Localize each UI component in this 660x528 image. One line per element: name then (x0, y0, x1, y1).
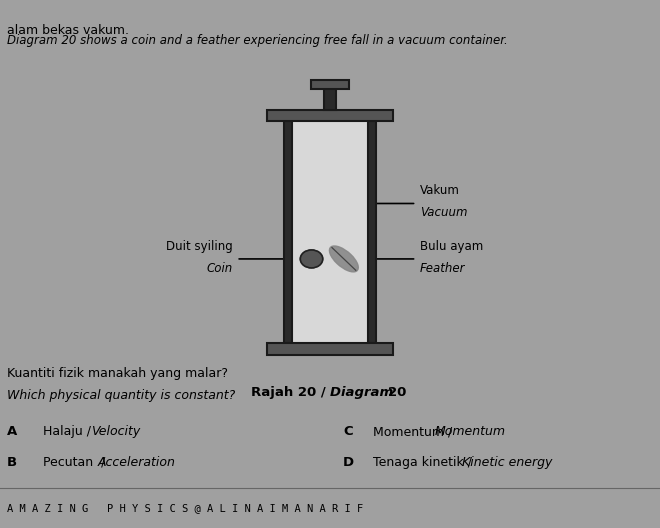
Circle shape (300, 250, 323, 268)
Text: Which physical quantity is constant?: Which physical quantity is constant? (7, 389, 235, 402)
Text: C: C (343, 425, 353, 438)
Text: Kinetic energy: Kinetic energy (462, 456, 552, 469)
Bar (267, 110, 393, 121)
Bar (284, 121, 292, 343)
Text: Coin: Coin (207, 261, 233, 275)
Text: Diagram: Diagram (330, 386, 398, 400)
Text: B: B (7, 456, 16, 469)
Text: Diagram 20 shows a coin and a feather experiencing free fall in a vacuum contain: Diagram 20 shows a coin and a feather ex… (7, 34, 508, 48)
Bar (324, 84, 336, 110)
Text: Vacuum: Vacuum (420, 206, 467, 219)
Ellipse shape (329, 246, 358, 272)
Text: Momentum: Momentum (435, 425, 506, 438)
Text: Feather: Feather (420, 261, 465, 275)
Bar (368, 121, 376, 343)
Bar (284, 121, 376, 343)
Text: Tenaga kinetik /: Tenaga kinetik / (373, 456, 476, 469)
Text: Velocity: Velocity (91, 425, 141, 438)
Text: Bulu ayam: Bulu ayam (420, 240, 483, 252)
Text: 20: 20 (388, 386, 407, 400)
Text: Acceleration: Acceleration (98, 456, 176, 469)
Text: Kuantiti fizik manakah yang malar?: Kuantiti fizik manakah yang malar? (7, 367, 228, 380)
Text: A: A (7, 425, 17, 438)
Text: Duit syiling: Duit syiling (166, 240, 233, 252)
Text: Halaju /: Halaju / (43, 425, 95, 438)
Text: alam bekas vakum.: alam bekas vakum. (7, 24, 129, 37)
Text: Vakum: Vakum (420, 184, 459, 197)
Text: A M A Z I N G   P H Y S I C S @ A L I N A I M A N A R I F: A M A Z I N G P H Y S I C S @ A L I N A … (7, 503, 363, 513)
Text: Rajah 20 /: Rajah 20 / (251, 386, 330, 400)
Text: Pecutan  /: Pecutan / (43, 456, 110, 469)
Bar (267, 343, 393, 355)
Bar (311, 80, 349, 89)
Text: D: D (343, 456, 354, 469)
Text: Momentum /: Momentum / (373, 425, 456, 438)
